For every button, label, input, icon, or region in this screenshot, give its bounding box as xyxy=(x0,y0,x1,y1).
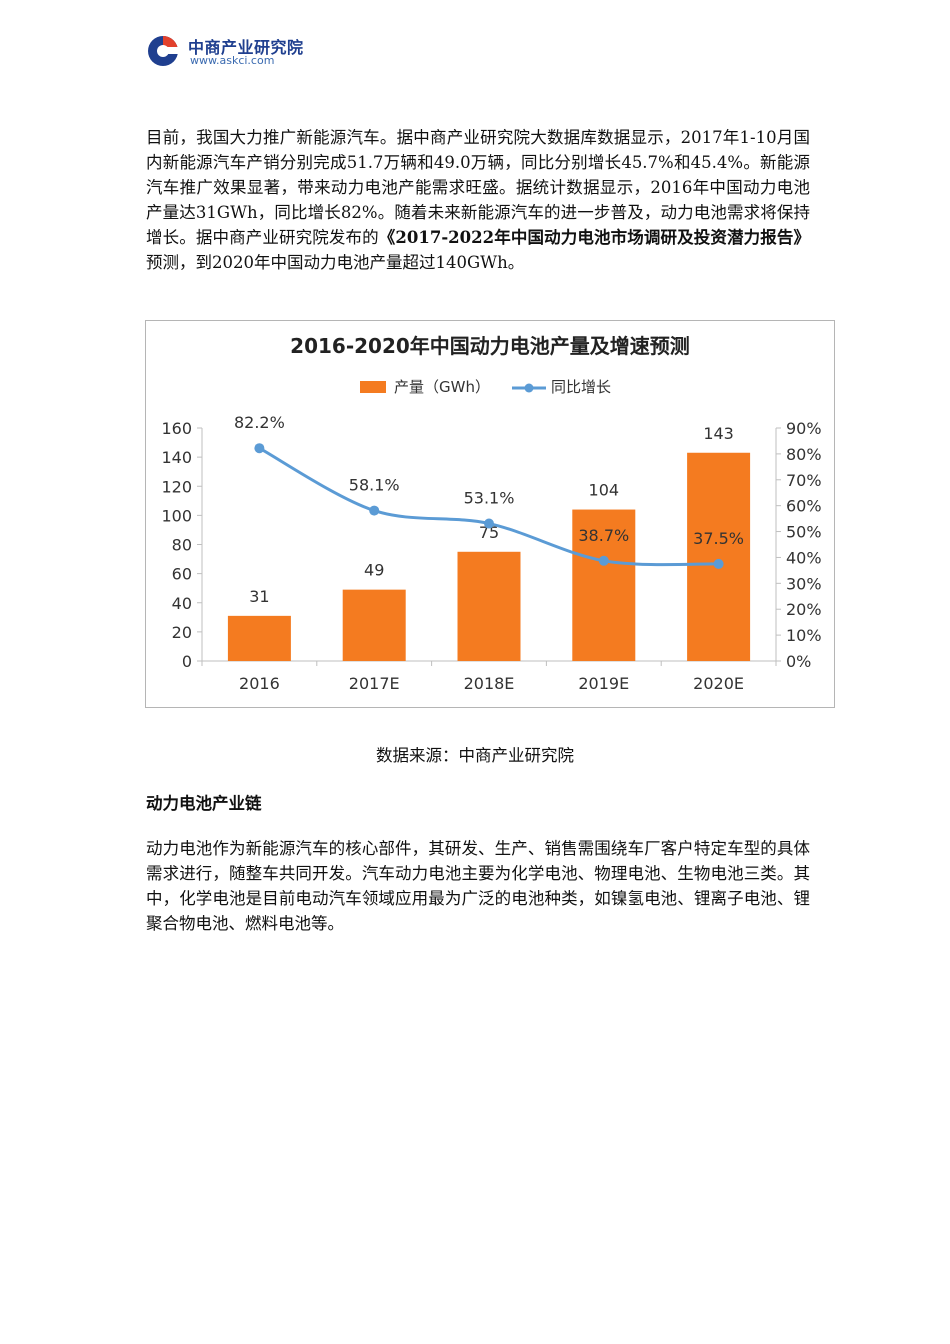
legend-bar-swatch xyxy=(360,381,386,393)
y-left-tick-label: 160 xyxy=(161,419,192,438)
legend-line-marker xyxy=(524,383,534,393)
report-title-link[interactable]: 《2017-2022年中国动力电池市场调研及投资潜力报告》 xyxy=(378,228,811,247)
section-heading: 动力电池产业链 xyxy=(146,794,262,813)
bar-2019e xyxy=(572,509,636,661)
company-logo: 中商产业研究院 www.askci.com xyxy=(146,32,346,72)
industry-chain-paragraph: 动力电池作为新能源汽车的核心部件，其研发、生产、销售需围绕车厂客户特定车型的具体… xyxy=(146,839,810,933)
x-tick-label: 2016 xyxy=(239,674,280,693)
y-left-tick-label: 0 xyxy=(182,652,192,671)
x-tick-label: 2017E xyxy=(349,674,400,693)
legend-line-label: 同比增长 xyxy=(551,378,611,396)
y-right-tick-label: 60% xyxy=(786,497,822,516)
x-tick-label: 2018E xyxy=(464,674,515,693)
y-right-tick-label: 40% xyxy=(786,548,822,567)
y-right-tick-label: 90% xyxy=(786,419,822,438)
y-left-tick-label: 40 xyxy=(172,594,192,613)
y-right-tick-label: 30% xyxy=(786,574,822,593)
y-left-tick-label: 60 xyxy=(172,565,192,584)
growth-point-2016 xyxy=(254,443,265,454)
intro-text: 目前，我国大力推广新能源汽车。据中商产业研究院大数据库数据显示，2017年1-1… xyxy=(146,128,810,247)
logo-name: 中商产业研究院 xyxy=(188,38,304,57)
y-right-tick-label: 10% xyxy=(786,626,822,645)
production-chart: 2016-2020年中国动力电池产量及增速预测产量（GWh） 同比增长 0 20 40 6… xyxy=(145,320,835,708)
intro-paragraph: 目前，我国大力推广新能源汽车。据中商产业研究院大数据库数据显示，2017年1-1… xyxy=(146,125,810,275)
bar-2017e xyxy=(342,589,406,661)
y-right-tick-label: 50% xyxy=(786,523,822,542)
bar-2016 xyxy=(227,615,291,661)
intro-text-end: 预测，到2020年中国动力电池产量超过140GWh。 xyxy=(146,253,525,272)
y-left-tick-label: 120 xyxy=(161,477,192,496)
y-right-tick-label: 0% xyxy=(786,652,811,671)
logo-mark-icon xyxy=(148,36,180,66)
bar-value-label: 143 xyxy=(703,424,734,443)
bar-value-label: 104 xyxy=(589,481,620,500)
logo-url: www.askci.com xyxy=(190,54,275,67)
x-tick-label: 2019E xyxy=(578,674,629,693)
bar-value-label: 49 xyxy=(364,561,384,580)
bar-2020e xyxy=(687,452,751,661)
growth-point-2017e xyxy=(369,505,380,516)
y-left-tick-label: 100 xyxy=(161,506,192,525)
y-right-tick-label: 80% xyxy=(786,445,822,464)
y-right-tick-label: 70% xyxy=(786,471,822,490)
bar-value-label: 31 xyxy=(249,587,269,606)
chart-title: 2016-2020年中国动力电池产量及增速预测 xyxy=(290,334,690,358)
y-left-tick-label: 140 xyxy=(161,448,192,467)
growth-value-label: 82.2% xyxy=(234,413,285,432)
growth-value-label: 53.1% xyxy=(464,489,515,508)
growth-value-label: 38.7% xyxy=(578,526,629,545)
growth-value-label: 58.1% xyxy=(349,476,400,495)
y-left-tick-label: 20 xyxy=(172,623,192,642)
growth-point-2020e xyxy=(713,558,724,569)
chart-source-caption: 数据来源：中商产业研究院 xyxy=(376,746,574,765)
x-tick-label: 2020E xyxy=(693,674,744,693)
y-right-tick-label: 20% xyxy=(786,600,822,619)
growth-point-2019e xyxy=(598,555,609,566)
bar-2018e xyxy=(457,551,521,661)
bar-value-label: 75 xyxy=(479,523,499,542)
growth-value-label: 37.5% xyxy=(693,529,744,548)
legend-bar-label: 产量（GWh） xyxy=(394,378,490,396)
growth-point-2018e xyxy=(484,518,494,529)
y-left-tick-label: 80 xyxy=(172,536,192,555)
